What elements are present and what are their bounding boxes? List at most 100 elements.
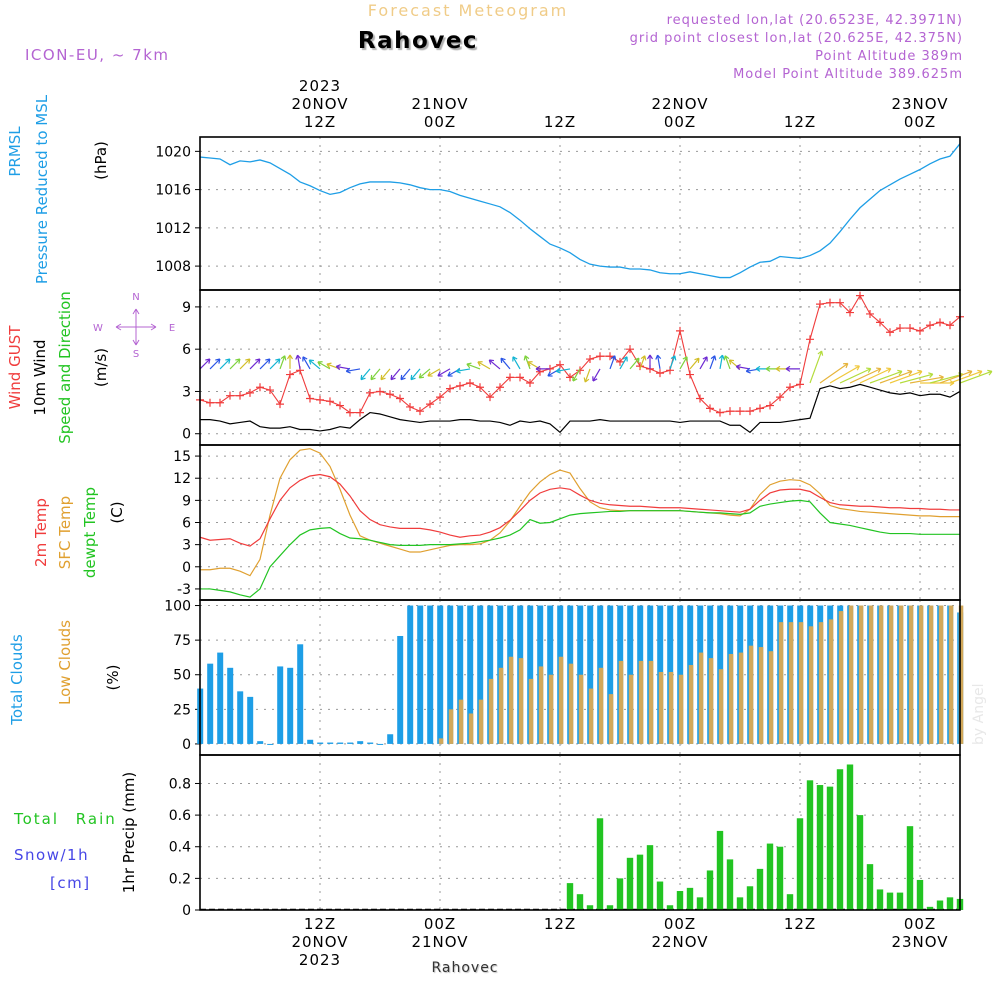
wind-barb: [400, 368, 411, 381]
bottom-time-label: 23NOV: [891, 933, 948, 951]
top-time-label: 12Z: [304, 113, 336, 131]
wind-barb: [819, 362, 849, 384]
wind-gust-point: [866, 309, 874, 318]
wind-barb: [295, 354, 302, 370]
wind-barb: [699, 356, 708, 370]
wind-gust-point: [706, 404, 714, 413]
low-cloud-bar: [708, 658, 714, 744]
low-cloud-bar: [668, 671, 674, 744]
y-tick-label: 3: [182, 538, 191, 554]
low-cloud-bar: [508, 656, 514, 744]
total-cloud-bar: [397, 635, 404, 744]
total-cloud-bar: [467, 605, 474, 744]
y-tick-label: 1008: [155, 259, 191, 275]
wind-gust-point: [556, 360, 564, 369]
panel-titles: 2m Temp SFC Temp dewpt Temp (C): [32, 487, 126, 578]
bottom-time-label: 00Z: [664, 915, 696, 933]
low-cloud-bar: [448, 709, 454, 744]
total-cloud-bar: [247, 696, 254, 744]
wind-gust-point: [686, 370, 694, 379]
rain-bar: [806, 780, 814, 910]
wind-gust-point: [576, 366, 584, 375]
compass-west: W: [93, 323, 103, 334]
rain-bar: [776, 846, 784, 910]
gust-label: Wind GUST: [6, 325, 24, 410]
clouds-unit: (%): [104, 665, 122, 691]
wind-barb: [869, 369, 903, 384]
total-cloud-bar: [207, 663, 214, 744]
panels: 1008 1012 1016 1020 PRMSL Pressure Reduced to…: [6, 94, 993, 919]
wind-barb: [889, 369, 923, 384]
wind-gust-point: [626, 345, 634, 354]
wind-barb: [609, 355, 617, 370]
wind-gust-point: [246, 388, 254, 397]
wind-gust-point: [736, 407, 744, 416]
low-cloud-bar: [498, 667, 504, 744]
snow-legend: Snow/1h: [14, 846, 89, 864]
wind-gust-point: [926, 321, 934, 330]
temp-unit: (C): [108, 501, 126, 523]
top-time-label: 12Z: [784, 113, 816, 131]
low-cloud-bar: [958, 605, 964, 744]
wind-gust-point: [346, 408, 354, 417]
wind-barb: [239, 358, 251, 370]
wind-gust-point: [276, 400, 284, 409]
wind-gust-point: [406, 402, 414, 411]
top-time-label: 00Z: [424, 113, 456, 131]
wind-gust-point: [256, 383, 264, 392]
wind-gust-point: [336, 401, 344, 410]
compass-east: E: [169, 323, 175, 334]
low-cloud-bar: [788, 622, 794, 744]
total-cloud-bar: [337, 742, 344, 744]
rain-bar: [896, 892, 904, 910]
total-cloud-bar: [257, 741, 264, 744]
y-tick-label: 1012: [155, 221, 191, 237]
low-cloud-bar: [898, 605, 904, 744]
wind-gust-point: [456, 381, 464, 390]
bottom-time-label: 22NOV: [651, 933, 708, 951]
total-clouds-label: Total Clouds: [8, 634, 26, 726]
top-time-label: 2023: [299, 77, 341, 95]
pressure-line: [199, 143, 961, 279]
wind-barb: [555, 367, 571, 374]
low-cloud-bar: [608, 694, 614, 744]
low-cloud-bar: [758, 647, 764, 744]
wind-gust-point: [226, 391, 234, 400]
total-cloud-bar: [277, 666, 284, 744]
low-cloud-bar: [718, 669, 724, 744]
panel-titles: Total Clouds Low Clouds (%): [8, 620, 122, 726]
total-cloud-bar: [407, 605, 414, 744]
low-cloud-bar: [848, 605, 854, 744]
low-cloud-bar: [558, 656, 564, 744]
compass-rose: N S W E: [93, 292, 175, 360]
rain-bar: [706, 870, 714, 910]
bottom-time-label: 12Z: [784, 915, 816, 933]
rain-bar: [736, 897, 744, 910]
total-cloud-bar: [607, 605, 614, 744]
total-cloud-bar: [327, 742, 334, 744]
rain-bar: [816, 785, 824, 910]
wind-barb: [317, 361, 331, 370]
vertical-gridlines: [319, 137, 921, 290]
temp2m-label: 2m Temp: [32, 498, 50, 567]
horizontal-gridlines: [200, 306, 960, 435]
rain-bar: [786, 894, 794, 910]
rain-bar: [596, 818, 604, 910]
low-cloud-bar: [948, 605, 954, 744]
panel-temperature: -3 0 3 6 9 12 15 2m Temp SFC Temp dewpt Temp (C): [32, 444, 961, 601]
y-tick-labels: 0 3 6 9: [182, 300, 200, 443]
wind-gust-point: [596, 352, 604, 361]
wind-gust-point: [806, 335, 814, 344]
wind-gust-point: [816, 300, 824, 309]
wind-gust-point: [516, 373, 524, 382]
model-altitude: Model Point Altitude 389.625m: [733, 67, 963, 82]
wind-gust-point: [526, 379, 534, 387]
horizontal-gridlines: [200, 605, 960, 745]
sfc-temp-line: [200, 448, 960, 577]
top-time-label: 12Z: [544, 113, 576, 131]
snow-unit-legend: [cm]: [50, 874, 91, 892]
wind-gust-point: [936, 318, 944, 327]
wind-gust-point: [586, 355, 594, 364]
top-time-label: 23NOV: [891, 95, 948, 113]
bottom-time-label: 21NOV: [411, 933, 468, 951]
